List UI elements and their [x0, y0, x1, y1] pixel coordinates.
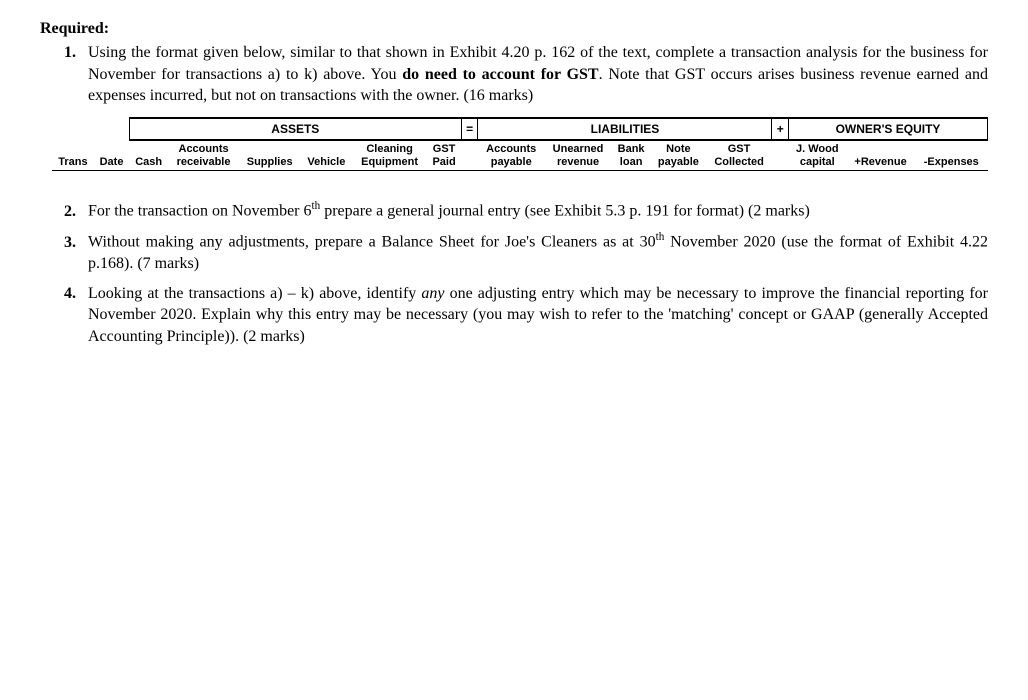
col-plus-revenue: +Revenue — [846, 140, 915, 171]
col-ar: Accountsreceivable — [168, 140, 239, 171]
req2-text1: For the transaction on November 6 — [88, 203, 312, 220]
column-header-row: Trans Date Cash Accountsreceivable Suppl… — [52, 140, 988, 171]
owners-equity-header: OWNER'S EQUITY — [789, 118, 988, 140]
assets-header: ASSETS — [129, 118, 461, 140]
accounting-table: ASSETS = LIABILITIES + OWNER'S EQUITY Tr… — [52, 117, 988, 171]
req2-sup: th — [312, 200, 321, 212]
col-ap: Accountspayable — [478, 140, 544, 171]
col-minus-expenses: -Expenses — [915, 140, 987, 171]
col-gap1 — [461, 140, 478, 171]
req1-bold: do need to account for GST — [402, 66, 598, 83]
requirement-3: Without making any adjustments, prepare … — [80, 230, 988, 275]
requirement-1: Using the format given below, similar to… — [80, 42, 988, 171]
req2-text2: prepare a general journal entry (see Exh… — [320, 203, 810, 220]
section-header-row: ASSETS = LIABILITIES + OWNER'S EQUITY — [52, 118, 988, 140]
col-cleaning-equip: CleaningEquipment — [352, 140, 426, 171]
col-note-payable: Notepayable — [651, 140, 707, 171]
req4-text1: Looking at the transactions a) – k) abov… — [88, 285, 421, 302]
plus-sign: + — [772, 118, 789, 140]
requirement-4: Looking at the transactions a) – k) abov… — [80, 283, 988, 348]
col-gst-paid: GSTPaid — [427, 140, 462, 171]
col-cash: Cash — [129, 140, 168, 171]
requirement-2: For the transaction on November 6th prep… — [80, 199, 988, 222]
col-vehicle: Vehicle — [300, 140, 352, 171]
liabilities-header: LIABILITIES — [478, 118, 772, 140]
requirements-list: Using the format given below, similar to… — [80, 42, 988, 347]
accounting-table-wrap: ASSETS = LIABILITIES + OWNER'S EQUITY Tr… — [52, 117, 988, 171]
col-unearned-rev: Unearnedrevenue — [544, 140, 611, 171]
req3-sup: th — [656, 231, 665, 243]
req3-text1: Without making any adjustments, prepare … — [88, 234, 656, 251]
col-date: Date — [94, 140, 129, 171]
col-supplies: Supplies — [239, 140, 300, 171]
col-gst-collected: GSTCollected — [706, 140, 772, 171]
col-jwood-capital: J. Woodcapital — [789, 140, 847, 171]
col-bank-loan: Bankloan — [612, 140, 651, 171]
required-heading: Required: — [40, 20, 988, 38]
col-gap2 — [772, 140, 789, 171]
equals-sign: = — [461, 118, 478, 140]
col-trans: Trans — [52, 140, 94, 171]
req4-italic: any — [421, 285, 444, 302]
blank-header — [52, 118, 129, 140]
